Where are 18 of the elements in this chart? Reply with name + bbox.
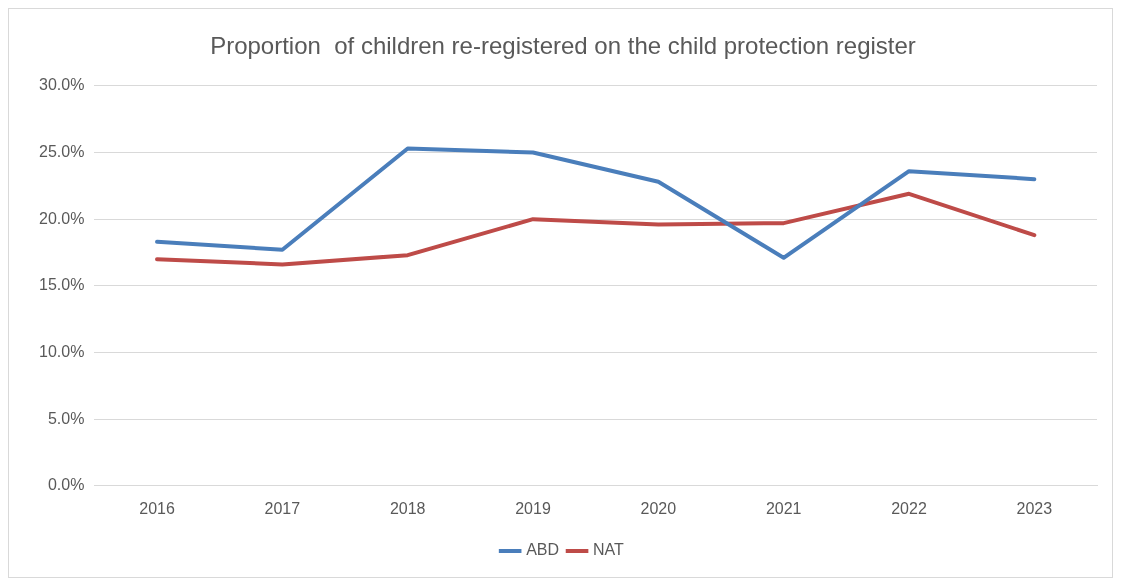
y-tick-label: 30.0% <box>38 76 85 94</box>
x-tick-label: 2016 <box>139 499 175 517</box>
x-tick-label: 2021 <box>765 499 802 517</box>
y-tick-label: 0.0% <box>47 476 85 494</box>
legend-label: ABD <box>526 541 560 559</box>
y-tick-label: 20.0% <box>38 209 85 227</box>
x-tick-label: 2020 <box>640 499 677 517</box>
y-tick-label: 5.0% <box>47 409 85 427</box>
x-tick-label: 2019 <box>515 499 551 517</box>
y-tick-label: 15.0% <box>38 276 85 294</box>
y-tick-label: 10.0% <box>38 342 85 360</box>
x-tick-label: 2017 <box>264 499 301 517</box>
x-tick-label: 2022 <box>891 499 927 517</box>
x-tick-label: 2018 <box>389 499 426 517</box>
chart-title: Proportion of children re-registered on the child protection register <box>210 32 916 60</box>
legend-label: NAT <box>593 541 625 559</box>
y-tick-label: 25.0% <box>38 142 85 160</box>
x-tick-label: 2023 <box>1016 499 1053 517</box>
